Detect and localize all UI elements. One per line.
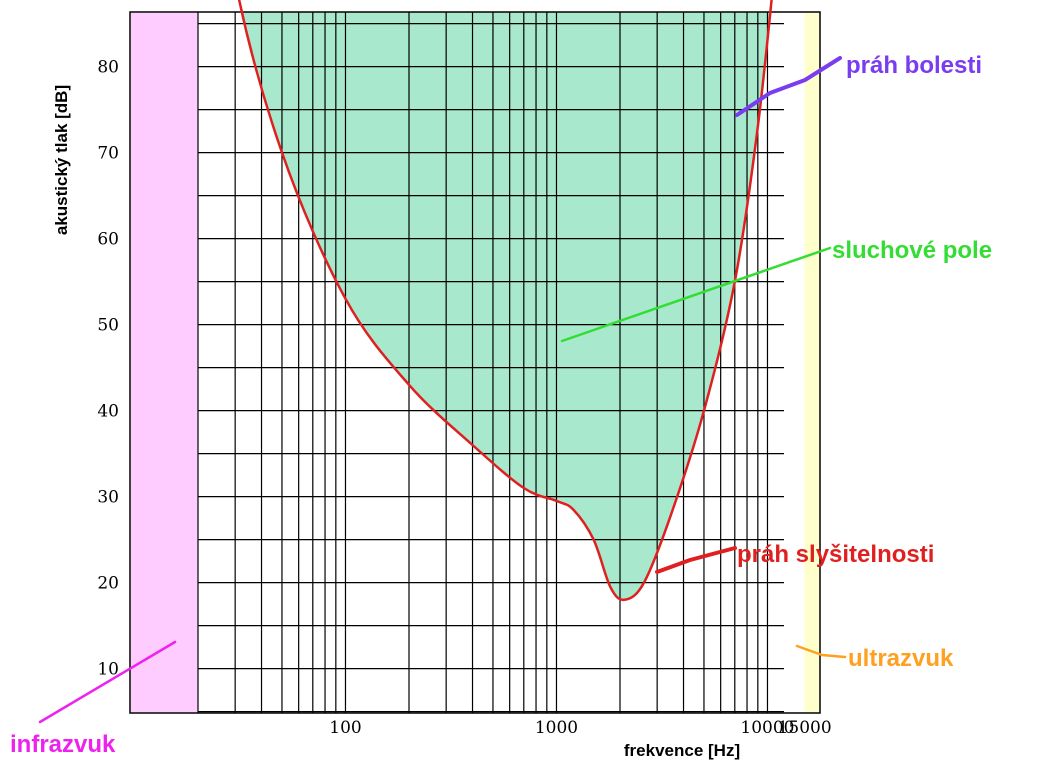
annotations: práh bolesti sluchové pole práh slyšitelno… bbox=[10, 52, 992, 758]
x-tick-label: 100 bbox=[329, 718, 361, 738]
annotation-leader-line bbox=[38, 640, 177, 724]
annotation-label: práh bolesti bbox=[846, 52, 982, 79]
annotation-infrasound: infrazvuk bbox=[10, 640, 177, 758]
annotation-pain-threshold: práh bolesti bbox=[735, 52, 982, 117]
y-tick-label: 20 bbox=[97, 574, 119, 594]
annotation-leader-line bbox=[560, 246, 832, 343]
infrasound-band bbox=[131, 13, 198, 712]
y-tick-label: 30 bbox=[97, 488, 119, 508]
y-tick-label: 70 bbox=[97, 144, 119, 164]
annotation-label: infrazvuk bbox=[10, 731, 116, 758]
x-tick-label: 15000 bbox=[778, 718, 832, 738]
x-tick-label: 10000 bbox=[740, 718, 794, 738]
y-tick-label: 10 bbox=[97, 660, 119, 680]
annotation-label: ultrazvuk bbox=[848, 645, 954, 672]
annotation-leader-line bbox=[795, 644, 847, 659]
frequency-bands bbox=[131, 13, 819, 712]
y-tick-label: 40 bbox=[97, 402, 119, 422]
annotation-label: sluchové pole bbox=[832, 237, 992, 264]
annotation-leader-line bbox=[735, 56, 842, 117]
annotation-hearing-field: sluchové pole bbox=[560, 237, 992, 343]
series-line-hearing-threshold bbox=[237, 0, 773, 602]
plot-frame bbox=[129, 11, 821, 714]
annotation-leader-line bbox=[655, 546, 737, 574]
y-tick-label: 50 bbox=[97, 316, 119, 336]
annotation-label: práh slyšitelnosti bbox=[737, 541, 934, 568]
annotation-hearing-threshold: práh slyšitelnosti bbox=[655, 541, 934, 574]
annotation-ultrasound: ultrazvuk bbox=[795, 644, 954, 672]
x-axis-title: frekvence [Hz] bbox=[624, 741, 740, 760]
y-axis-ticks: 102030405060708090100110120130140150 bbox=[97, 58, 119, 680]
y-axis-title: akustický tlak [dB] bbox=[52, 85, 71, 235]
y-tick-label: 60 bbox=[97, 230, 119, 250]
hearing-field-area bbox=[241, 12, 771, 600]
x-tick-label: 1000 bbox=[535, 718, 578, 738]
ultrasound-band bbox=[804, 13, 819, 712]
y-tick-label: 80 bbox=[97, 58, 119, 78]
grid bbox=[197, 12, 784, 713]
